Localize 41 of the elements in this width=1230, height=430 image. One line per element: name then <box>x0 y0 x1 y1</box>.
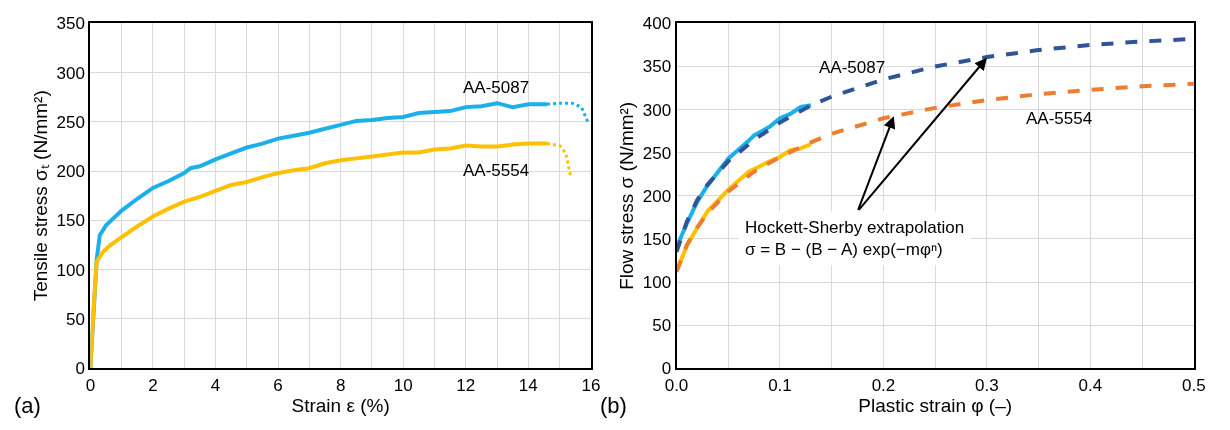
x-tick-label: 0.3 <box>975 375 999 395</box>
y-tick-label: 350 <box>56 14 85 34</box>
annotation: Hockett-Sherby extrapolation σ = B − (B − A) exp(−mφⁿ) <box>745 218 965 260</box>
y-tick-label: 250 <box>642 143 672 163</box>
x-tick-label: 6 <box>273 375 283 395</box>
text: (a) <box>14 393 41 418</box>
y-tick-label: 200 <box>642 186 672 206</box>
line-series <box>676 81 1194 274</box>
x-tick-label: 8 <box>335 375 346 395</box>
y-tick-label: 50 <box>66 309 85 329</box>
y-tick-label: 250 <box>56 112 85 132</box>
x-tick-label: 0.1 <box>768 375 792 395</box>
x-tick-label: 0.2 <box>871 375 896 395</box>
y-tick-label: 200 <box>56 162 85 182</box>
text: (b) <box>600 393 627 418</box>
series-label: AA-5554 <box>463 161 530 180</box>
series-label: AA-5087 <box>463 78 530 97</box>
x-tick-label: 12 <box>456 375 476 395</box>
y-axis-title: Flow stress σ (N/mm²) <box>616 101 638 290</box>
y-tick-label: 0 <box>75 359 85 379</box>
x-tick-label: 4 <box>210 375 221 395</box>
x-tick-label: 14 <box>518 375 538 395</box>
series-label: AA-5087 <box>819 58 886 77</box>
x-tick-label: 0.4 <box>1078 375 1103 395</box>
y-tick-label: 400 <box>642 14 672 34</box>
y-tick-label: 150 <box>642 229 672 249</box>
x-tick-label: 10 <box>393 375 413 395</box>
x-tick-label: 16 <box>581 375 601 395</box>
y-tick-label: 100 <box>56 260 85 280</box>
y-tick-label: 350 <box>642 57 672 77</box>
x-tick-label: 2 <box>148 375 158 395</box>
x-axis-title: Plastic strain φ (–) <box>858 394 1013 416</box>
x-tick-label: 0.5 <box>1182 375 1206 395</box>
y-tick-label: 300 <box>56 63 85 83</box>
y-tick-label: 300 <box>642 100 672 120</box>
x-axis-title: Strain ε (%) <box>291 394 390 416</box>
y-tick-label: 50 <box>652 316 672 336</box>
y-tick-label: 150 <box>56 211 85 231</box>
y-tick-label: 100 <box>642 272 672 292</box>
series-label: AA-5554 <box>1026 109 1093 128</box>
y-axis-title: Tensile stress σₜ (N/mm²) <box>29 90 51 302</box>
